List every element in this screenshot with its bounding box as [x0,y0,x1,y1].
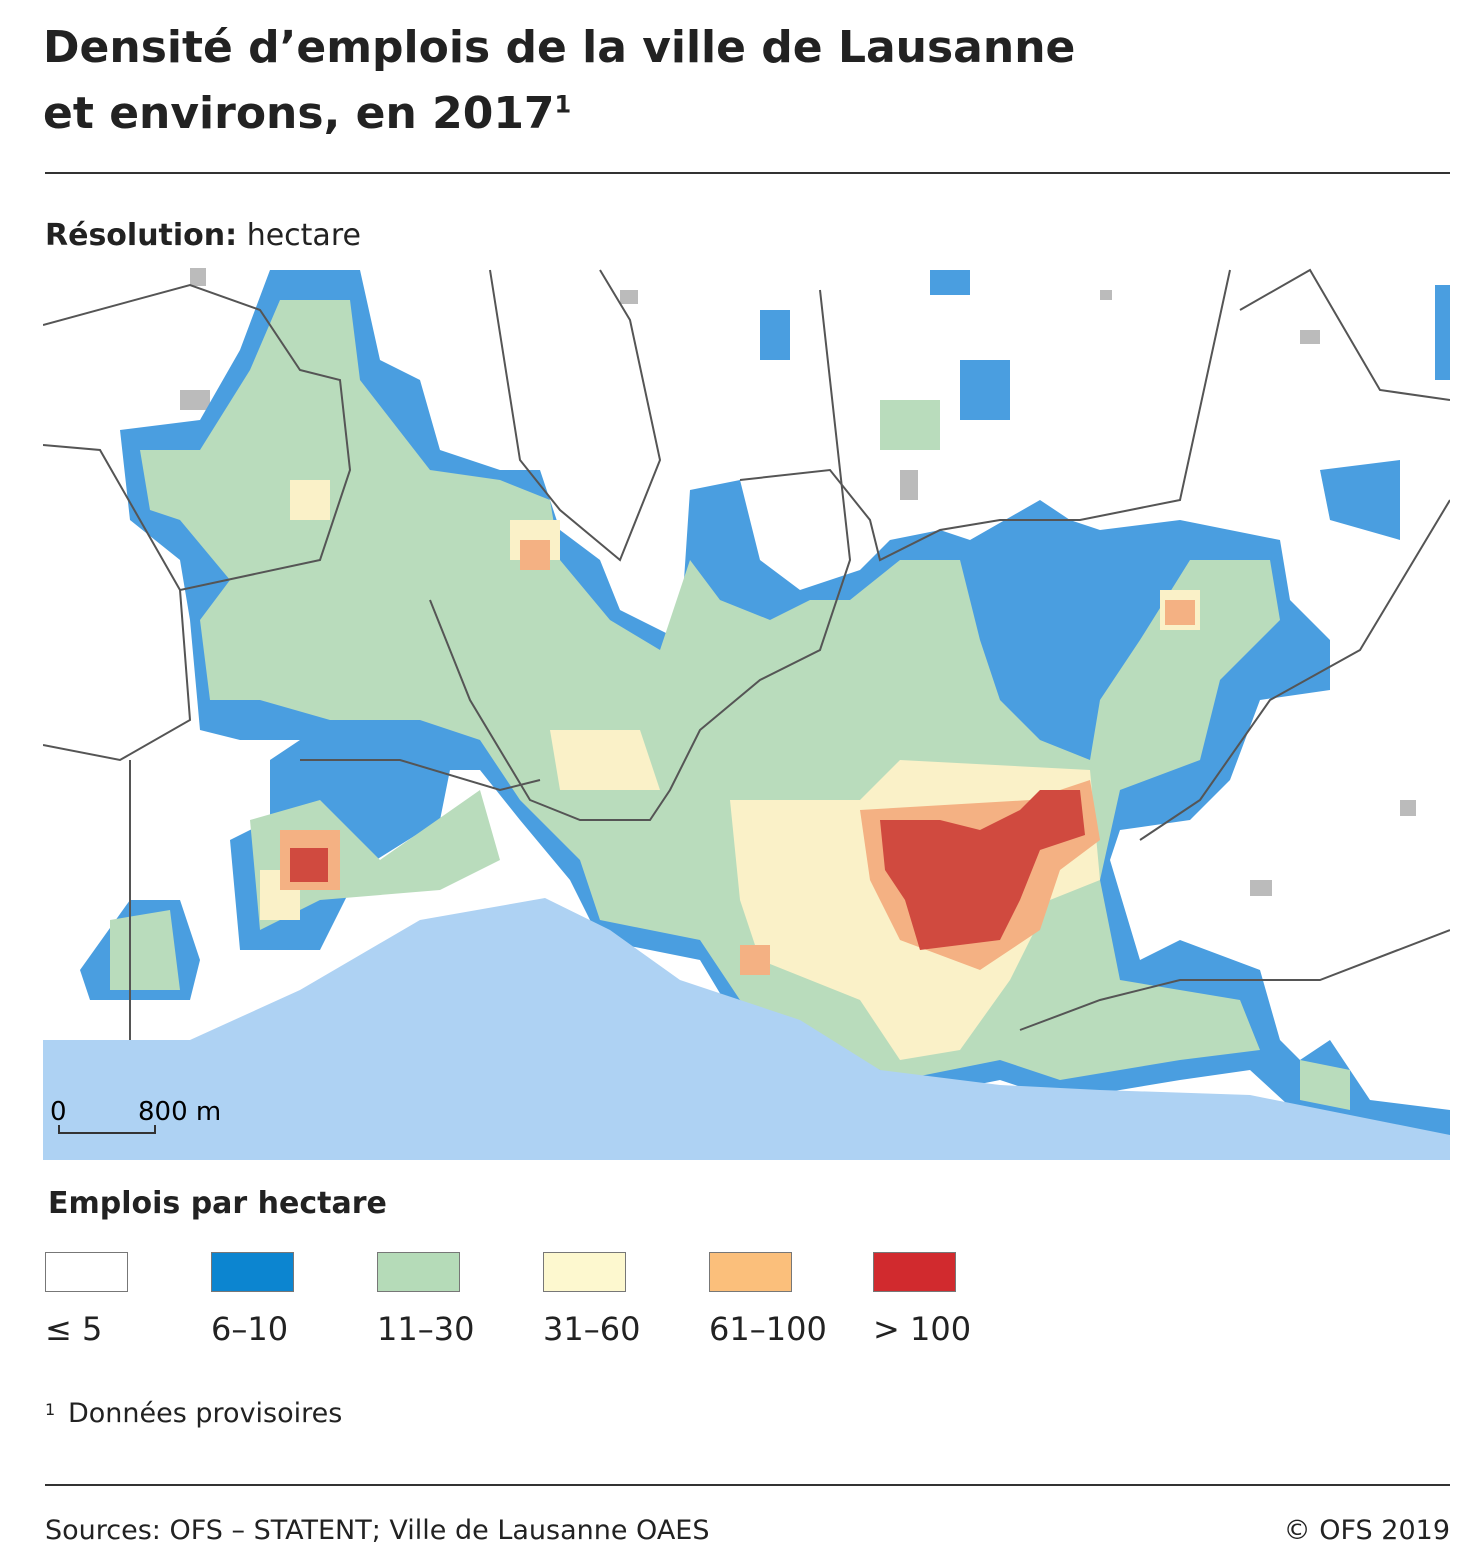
legend-label: ≤ 5 [45,1310,103,1348]
legend-swatch [873,1252,956,1292]
title-note: 1 [554,90,572,119]
boundaries [43,268,1450,1040]
legend-swatch [709,1252,792,1292]
density-cells [80,270,1450,1140]
title: Densité d’emplois de la ville de Lausann… [43,22,1076,73]
scale-start: 0 [50,1097,67,1127]
subtitle-value: hectare [246,218,361,253]
legend-label: > 100 [873,1310,972,1348]
lake [43,898,1450,1160]
legend-label: 11–30 [377,1310,475,1348]
subtitle: Résolution: hectare [45,218,361,253]
sources: Sources: OFS – STATENT; Ville de Lausann… [45,1515,710,1546]
legend-swatch [211,1252,294,1292]
legend-label: 61–100 [709,1310,827,1348]
rule [45,1484,1450,1486]
legend-swatch [45,1252,128,1292]
legend-label: 6–10 [211,1310,289,1348]
legend-label: 31–60 [543,1310,641,1348]
title: et environs, en 2017 [43,88,555,139]
legend-swatch [543,1252,626,1292]
footnote: Données provisoires [68,1398,343,1429]
rule [45,172,1450,174]
footnote-marker: 1 [45,1400,56,1419]
subtitle-label: Résolution: [45,218,238,253]
copyright: © OFS 2019 [1283,1515,1450,1546]
scale-bar [58,1125,156,1134]
scale-end: 800 m [138,1097,221,1127]
map: 0 800 m [43,267,1450,1160]
buildings [180,268,1416,896]
title: et environs, en 20171 [43,88,571,139]
legend-swatch [377,1252,460,1292]
legend-title: Emplois par hectare [48,1186,387,1221]
